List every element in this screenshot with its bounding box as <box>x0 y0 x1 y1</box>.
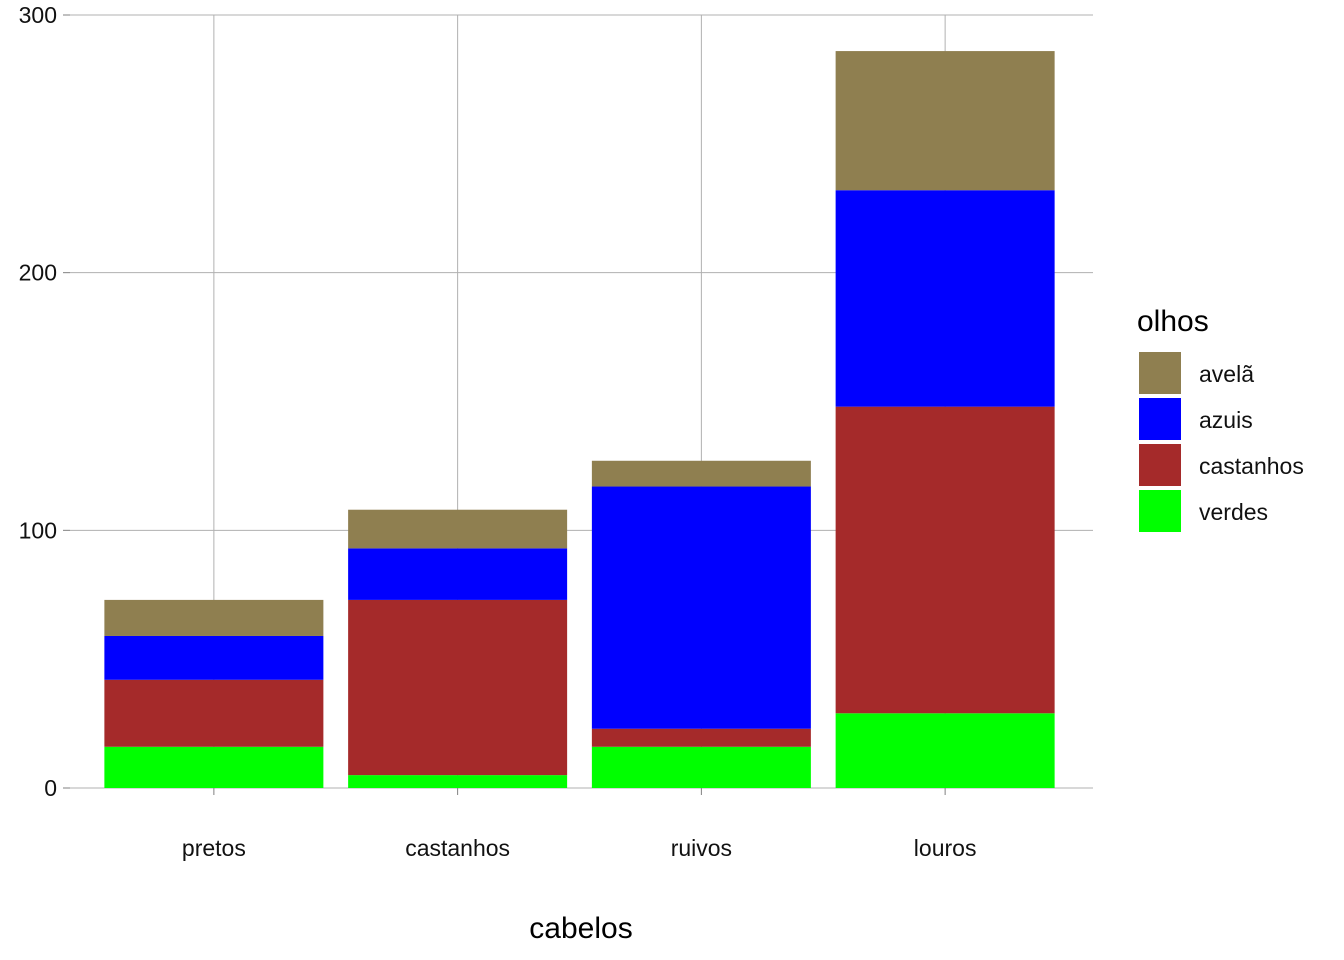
legend-swatch <box>1139 490 1181 532</box>
bar-segment <box>835 713 1055 788</box>
legend-swatch <box>1139 352 1181 394</box>
bar-segment <box>104 679 324 747</box>
x-tick-label: pretos <box>182 835 246 861</box>
y-tick-label: 300 <box>19 2 57 28</box>
bar-segment <box>835 190 1055 407</box>
y-tick-label: 0 <box>44 775 57 801</box>
legend-label: verdes <box>1199 499 1268 525</box>
legend-swatch <box>1139 398 1181 440</box>
bar-segment <box>591 460 811 487</box>
y-tick-label: 200 <box>19 260 57 286</box>
bar-segment <box>591 746 811 788</box>
legend-label: castanhos <box>1199 453 1304 479</box>
bars <box>104 51 1055 788</box>
legend-label: azuis <box>1199 407 1253 433</box>
bar-segment <box>348 599 568 776</box>
legend-title: olhos <box>1137 305 1209 338</box>
bar-segment <box>348 775 568 788</box>
x-tick-label: castanhos <box>405 835 510 861</box>
bar-segment <box>104 746 324 788</box>
bar-segment <box>835 51 1055 191</box>
legend-label: avelã <box>1199 361 1254 387</box>
bar-segment <box>348 548 568 600</box>
bar-segment <box>835 406 1055 714</box>
bar-segment <box>104 635 324 680</box>
x-axis-title: cabelos <box>529 912 632 945</box>
bar-segment <box>591 486 811 729</box>
legend: olhos avelã azuis castanhos verdes <box>1137 305 1304 532</box>
axes: 0 100 200 300 pretos castanhos ruivos louros <box>19 2 977 861</box>
x-tick-label: louros <box>914 835 977 861</box>
bar-segment <box>104 599 324 636</box>
x-tick-label: ruivos <box>671 835 732 861</box>
bar-segment <box>591 728 811 747</box>
bar-segment <box>348 509 568 549</box>
legend-swatch <box>1139 444 1181 486</box>
y-tick-label: 100 <box>19 517 57 543</box>
